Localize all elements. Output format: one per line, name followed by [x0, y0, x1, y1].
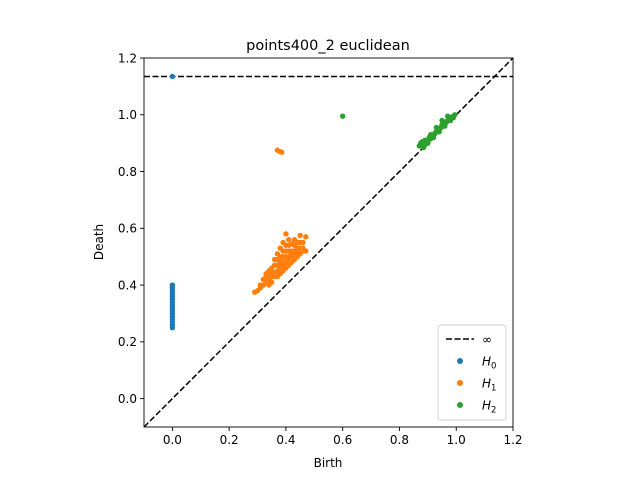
point-h1: [303, 234, 309, 240]
x-axis-label: Birth: [314, 456, 343, 470]
point-h2: [442, 123, 448, 129]
y-tick-label: 0.8: [118, 165, 137, 179]
point-h1: [260, 276, 266, 283]
point-h1: [278, 149, 285, 155]
legend-label: H1: [482, 377, 496, 394]
point-h2: [425, 140, 431, 146]
point-h1: [269, 268, 275, 274]
point-h1: [283, 248, 289, 254]
x-tick-label: 1.2: [503, 433, 522, 447]
point-h1: [294, 251, 300, 257]
axes: 0.0 0.2 0.4 0.6 0.8 1.0 1.2 0.0 0.2 0.4 0.6 0.8 1.0 1…: [118, 51, 523, 447]
legend: ∞ H0 H1 H2: [437, 324, 507, 421]
point-h1: [286, 253, 292, 260]
point-h1: [280, 239, 286, 246]
point-h2: [445, 113, 451, 119]
point-h0: [169, 73, 176, 80]
point-h2: [420, 144, 427, 151]
legend-swatch-h2: [457, 402, 463, 408]
point-h2: [450, 114, 457, 121]
point-h1: [291, 236, 298, 243]
point-h1: [294, 245, 300, 251]
y-tick-label: 0.2: [118, 335, 137, 349]
point-h1: [266, 282, 272, 288]
y-axis-label: Death: [92, 224, 106, 260]
point-h1: [271, 256, 278, 263]
point-h1: [297, 232, 303, 239]
x-tick-label: 0.4: [276, 433, 295, 447]
legend-swatch-h0: [457, 358, 463, 364]
point-h1: [283, 231, 289, 237]
point-h1: [277, 245, 283, 251]
point-h1: [257, 282, 264, 288]
point-h2: [339, 113, 346, 119]
legend-label: H0: [482, 355, 496, 372]
chart-title: points400_2 euclidean: [246, 38, 410, 54]
point-h1: [277, 259, 283, 266]
plot-area: [144, 58, 513, 427]
point-h1: [274, 251, 281, 257]
legend-label: H2: [482, 399, 496, 416]
point-h1: [286, 242, 292, 249]
x-tick-label: 0.6: [333, 433, 352, 447]
point-h2: [430, 134, 437, 141]
x-tick-label: 0.8: [390, 433, 409, 447]
y-tick-label: 0.4: [118, 278, 137, 292]
point-h2: [433, 124, 440, 131]
y-tick-label: 1.0: [118, 108, 137, 122]
x-tick-label: 0.2: [220, 433, 239, 447]
x-tick-label: 1.0: [447, 433, 466, 447]
axes-frame: [143, 57, 514, 428]
y-tick-label: 0.6: [118, 222, 137, 236]
legend-box: [437, 324, 507, 421]
y-tick-label: 1.2: [118, 51, 137, 65]
point-h1: [300, 248, 306, 254]
legend-swatch-h1: [457, 380, 463, 386]
point-h1: [280, 253, 286, 260]
point-h2: [436, 129, 442, 135]
point-h2: [439, 117, 445, 124]
point-h1: [286, 236, 292, 243]
legend-label: ∞: [482, 333, 492, 347]
x-tick-label: 0.0: [163, 433, 182, 447]
y-tick-label: 0.0: [118, 392, 137, 406]
point-h0: [169, 282, 176, 288]
point-h1: [297, 239, 303, 246]
